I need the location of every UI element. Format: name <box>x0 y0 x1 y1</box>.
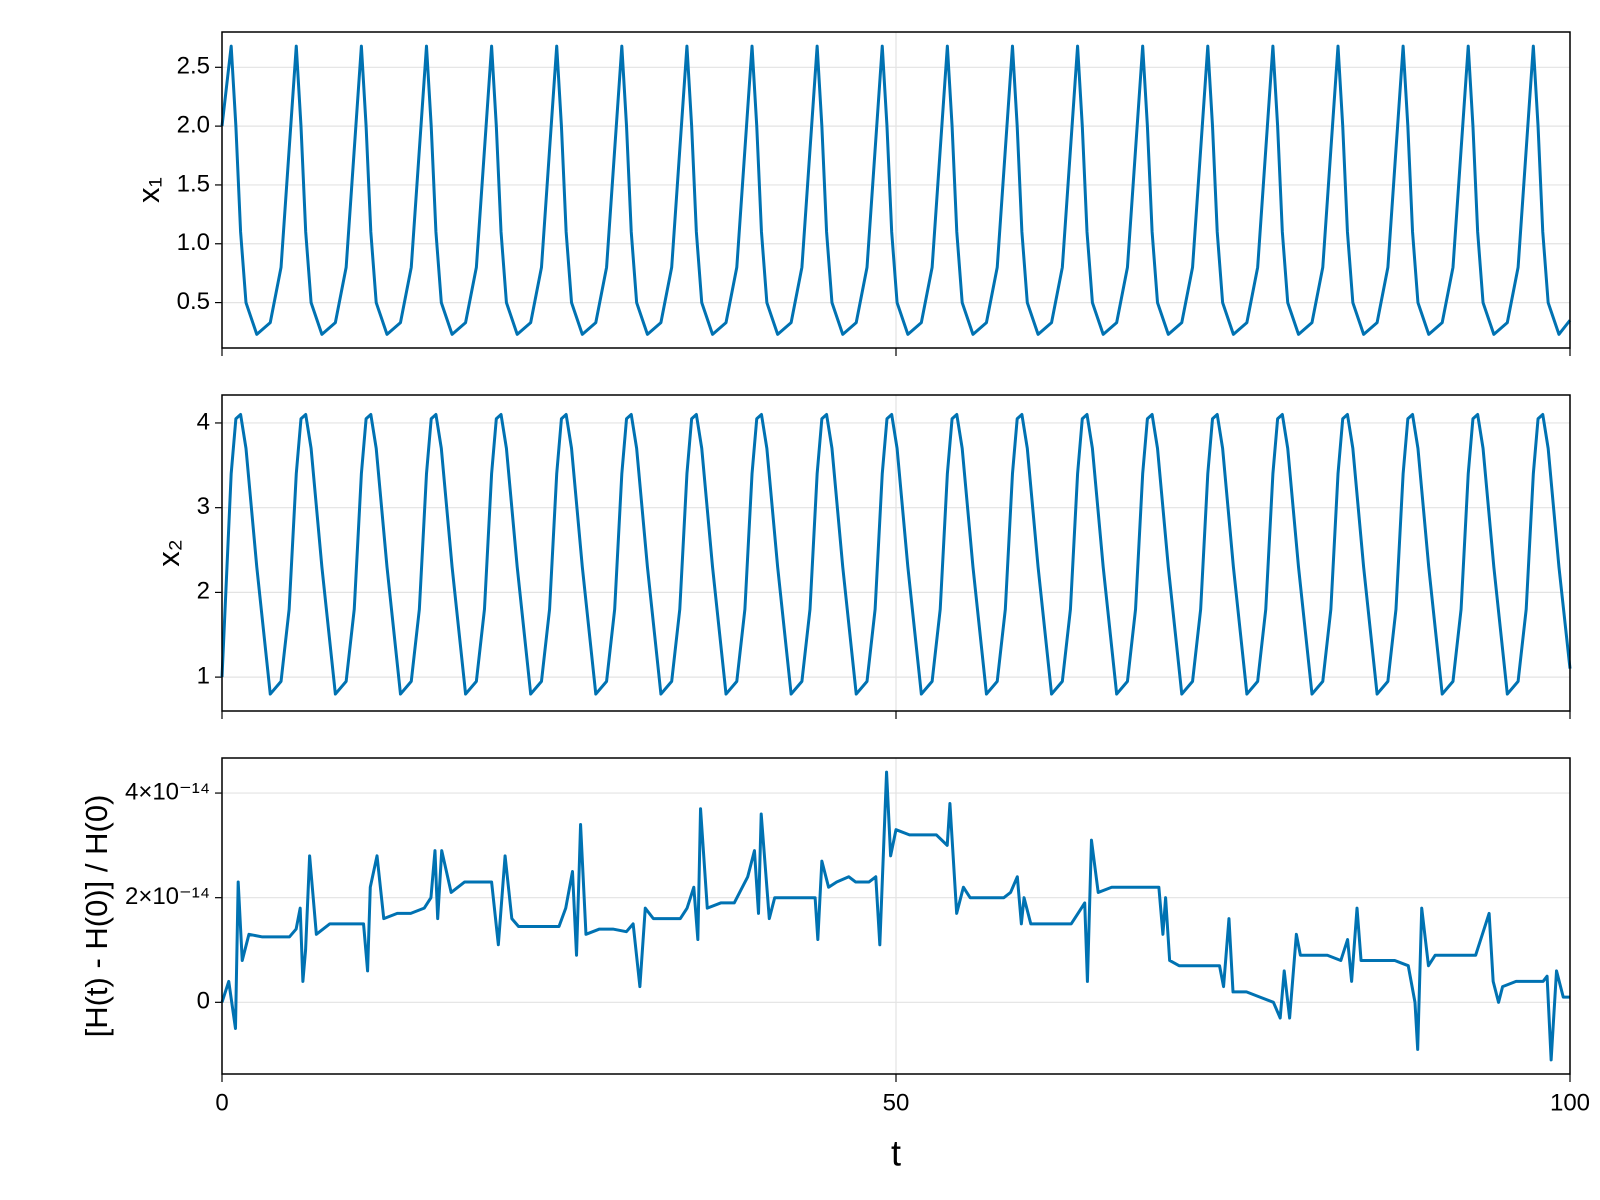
plot-frame <box>221 31 1571 349</box>
y-axis-label: x₂ <box>151 539 186 567</box>
y-tick-label: 1 <box>197 662 210 689</box>
plot-frame <box>221 394 1571 712</box>
y-tick-label: 3 <box>197 493 210 520</box>
y-tick-label: 1.0 <box>177 229 210 256</box>
data-line <box>220 412 1572 696</box>
x-tick-label: 50 <box>883 1089 910 1116</box>
y-tick-label: 1.5 <box>177 170 210 197</box>
data-line <box>220 44 1572 336</box>
y-axis-label: x₁ <box>131 177 166 203</box>
y-tick-label: 2.0 <box>177 111 210 138</box>
x-axis-label: t <box>891 1133 901 1174</box>
y-axis-label: [H(t) - H(0)] / H(0) <box>79 795 114 1038</box>
x-tick-label: 100 <box>1550 1089 1590 1116</box>
plot-frame <box>221 757 1571 1075</box>
data-line <box>220 770 1570 1062</box>
y-tick-label: 2 <box>197 578 210 605</box>
y-tick-label: 0 <box>197 988 210 1015</box>
y-tick-label: 0.5 <box>177 288 210 315</box>
x-tick-label: 0 <box>215 1089 228 1116</box>
y-tick-label: 4×10⁻¹⁴ <box>125 778 210 805</box>
y-tick-label: 2.5 <box>177 53 210 80</box>
y-tick-label: 4 <box>197 408 210 435</box>
y-tick-label: 2×10⁻¹⁴ <box>125 883 210 910</box>
